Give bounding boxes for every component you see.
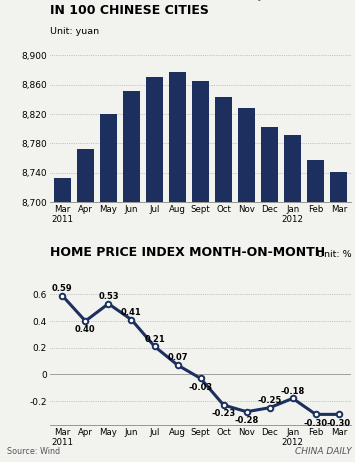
Bar — [77, 149, 94, 462]
Text: 0.53: 0.53 — [98, 292, 119, 301]
Text: CHINA DAILY: CHINA DAILY — [295, 448, 351, 456]
Text: 0.41: 0.41 — [121, 308, 142, 317]
Bar — [100, 114, 117, 462]
Text: Source: Wind: Source: Wind — [7, 448, 60, 456]
Text: 0.21: 0.21 — [144, 334, 165, 344]
Text: -0.30: -0.30 — [304, 419, 328, 427]
Text: HOME PRICE INDEX MONTH-ON-MONTH: HOME PRICE INDEX MONTH-ON-MONTH — [50, 246, 325, 259]
Bar — [54, 178, 71, 462]
Text: 0.07: 0.07 — [167, 353, 188, 362]
Bar — [215, 97, 232, 462]
Bar — [307, 159, 324, 462]
Text: -0.30: -0.30 — [327, 419, 351, 427]
Text: -0.18: -0.18 — [280, 387, 305, 395]
Text: -0.25: -0.25 — [257, 396, 282, 405]
Bar — [331, 172, 347, 462]
Text: -0.28: -0.28 — [235, 416, 259, 425]
Bar — [169, 73, 186, 462]
Bar — [284, 135, 301, 462]
Text: -0.23: -0.23 — [212, 409, 236, 418]
Bar — [261, 127, 278, 462]
Bar — [146, 77, 163, 462]
Bar — [123, 91, 140, 462]
Text: 0.59: 0.59 — [52, 284, 73, 293]
Bar — [238, 108, 255, 462]
Text: Unit: %: Unit: % — [317, 250, 351, 259]
Text: Unit: yuan: Unit: yuan — [50, 27, 99, 36]
Text: 0.40: 0.40 — [75, 325, 96, 334]
Text: -0.03: -0.03 — [189, 383, 213, 391]
Text: AVERAGE HOME PRICE PER SQUARE METER
IN 100 CHINESE CITIES: AVERAGE HOME PRICE PER SQUARE METER IN 1… — [50, 0, 351, 17]
Bar — [192, 81, 209, 462]
